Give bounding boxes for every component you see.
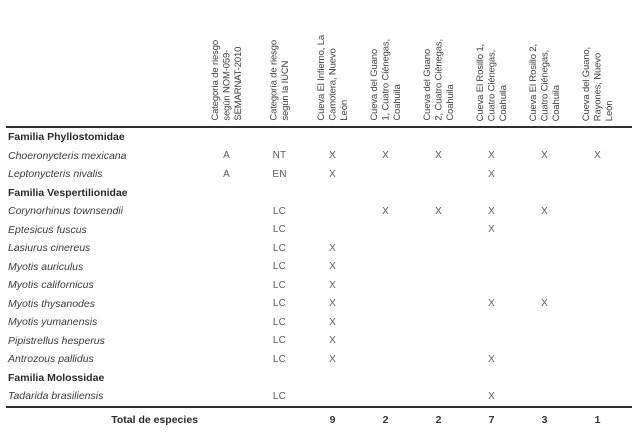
cell: X xyxy=(488,224,495,236)
total-cell: 3 xyxy=(541,414,548,426)
species-row: Myotis californicus LC X xyxy=(6,276,632,295)
total-cell: 1 xyxy=(594,414,601,426)
total-row: Total de especies 9 2 2 7 3 1 xyxy=(6,405,632,433)
column-header-iucn: Categoría de riesgo según la IUCN xyxy=(253,0,306,126)
cell: X xyxy=(329,298,336,310)
cell: A xyxy=(223,150,230,162)
column-header-guano1: Cueva del Guano 1, Cuatro Ciénegas, Coah… xyxy=(359,0,412,126)
cell: X xyxy=(382,150,389,162)
species-row: Pipistrellus hesperus LC X xyxy=(6,332,632,351)
cell: X xyxy=(488,150,495,162)
species-name: Antrozous pallidus xyxy=(8,353,94,366)
species-row: Corynorhinus townsendii LC X X X X xyxy=(6,202,632,221)
species-name: Choeronycteris mexicana xyxy=(8,149,127,162)
column-header-label: Cueva El Rosillo 2, Cuatro Ciénegas, Coa… xyxy=(527,43,562,121)
cell: X xyxy=(382,205,389,217)
species-row: Choeronycteris mexicana A NT X X X X X X xyxy=(6,147,632,166)
total-label: Total de especies xyxy=(111,414,198,426)
family-row: Familia Phyllostomidae xyxy=(6,128,632,147)
family-row: Familia Vespertilionidae xyxy=(6,184,632,203)
cell: EN xyxy=(272,168,287,180)
cell: X xyxy=(435,205,442,217)
species-row: Myotis auriculus LC X xyxy=(6,258,632,277)
family-row: Familia Molossidae xyxy=(6,369,632,388)
cell: LC xyxy=(272,353,287,365)
species-row: Antrozous pallidus LC X X xyxy=(6,350,632,369)
cell: X xyxy=(329,150,336,162)
cell: LC xyxy=(272,335,287,347)
cell: X xyxy=(329,279,336,291)
cell: LC xyxy=(272,205,287,217)
species-row: Leptonycteris nivalis A EN X X xyxy=(6,165,632,184)
cell: X xyxy=(488,205,495,217)
species-name: Lasiurus cinereus xyxy=(8,242,91,255)
column-header-label: Cueva del Guano 1, Cuatro Ciénegas, Coah… xyxy=(368,39,403,121)
total-cell: 2 xyxy=(435,414,442,426)
family-name: Familia Vespertilionidae xyxy=(8,186,128,199)
species-name: Myotis auriculus xyxy=(8,260,84,273)
species-name: Myotis californicus xyxy=(8,279,94,292)
total-cell: 9 xyxy=(329,414,336,426)
column-header-rayones: Cueva del Guano, Rayones, Nuevo León xyxy=(571,0,624,126)
cell: X xyxy=(541,150,548,162)
cell: X xyxy=(488,298,495,310)
cell: LC xyxy=(272,224,287,236)
table-header-row: Categoría de riesgo según NOM-059- SEMAR… xyxy=(6,0,632,128)
species-row: Myotis yumanensis LC X xyxy=(6,313,632,332)
column-header-label: Cueva del Guano, Rayones, Nuevo León xyxy=(580,46,615,121)
cell: X xyxy=(329,168,336,180)
column-header-label: Cueva El Rosillo 1, Cuatro Ciénegas, Coa… xyxy=(474,43,509,121)
cell: LC xyxy=(272,298,287,310)
cell: X xyxy=(329,261,336,273)
species-name: Pipistrellus hesperus xyxy=(8,334,105,347)
cell: X xyxy=(329,353,336,365)
cell: LC xyxy=(272,279,287,291)
cell: X xyxy=(435,150,442,162)
family-name: Familia Phyllostomidae xyxy=(8,131,125,144)
cell: X xyxy=(329,242,336,254)
column-header-label: Cueva del Guano 2, Cuatro Ciénegas, Coah… xyxy=(421,39,456,121)
cell: X xyxy=(541,205,548,217)
cell: A xyxy=(223,168,230,180)
cell: X xyxy=(541,298,548,310)
column-header-label: Cueva El Infierno, La Camotera, Nuevo Le… xyxy=(315,35,350,121)
column-header-label: Categoría de riesgo según NOM-059- SEMAR… xyxy=(209,40,244,121)
species-row: Myotis thysanodes LC X X X xyxy=(6,295,632,314)
species-name: Leptonycteris nivalis xyxy=(8,168,103,181)
species-row: Eptesicus fuscus LC X xyxy=(6,221,632,240)
cell: X xyxy=(329,316,336,328)
cell: X xyxy=(488,390,495,402)
species-row: Tadarida brasiliensis LC X xyxy=(6,387,632,406)
species-row: Lasiurus cinereus LC X xyxy=(6,239,632,258)
total-cell: 7 xyxy=(488,414,495,426)
cell: LC xyxy=(272,390,287,402)
column-header-infierno: Cueva El Infierno, La Camotera, Nuevo Le… xyxy=(306,0,359,126)
cell: X xyxy=(488,168,495,180)
column-header-rosillo1: Cueva El Rosillo 1, Cuatro Ciénegas, Coa… xyxy=(465,0,518,126)
cell: LC xyxy=(272,261,287,273)
family-name: Familia Molossidae xyxy=(8,371,105,384)
species-name: Eptesicus fuscus xyxy=(8,223,87,236)
cell: X xyxy=(488,353,495,365)
header-spacer xyxy=(6,0,200,126)
total-cell: 2 xyxy=(382,414,389,426)
species-name: Corynorhinus townsendii xyxy=(8,205,123,218)
table-body: Familia Phyllostomidae Choeronycteris me… xyxy=(6,128,632,406)
species-name: Myotis yumanensis xyxy=(8,316,98,329)
cell: X xyxy=(329,335,336,347)
column-header-nom059: Categoría de riesgo según NOM-059- SEMAR… xyxy=(200,0,253,126)
column-header-rosillo2: Cueva El Rosillo 2, Cuatro Ciénegas, Coa… xyxy=(518,0,571,126)
column-header-label: Categoría de riesgo según la IUCN xyxy=(268,40,291,121)
species-name: Myotis thysanodes xyxy=(8,297,95,310)
column-header-guano2: Cueva del Guano 2, Cuatro Ciénegas, Coah… xyxy=(412,0,465,126)
cell: NT xyxy=(272,150,287,162)
species-name: Tadarida brasiliensis xyxy=(8,390,104,403)
cell: LC xyxy=(272,242,287,254)
cell: LC xyxy=(272,316,287,328)
species-cave-table: Categoría de riesgo según NOM-059- SEMAR… xyxy=(6,0,632,433)
cell: X xyxy=(594,150,601,162)
